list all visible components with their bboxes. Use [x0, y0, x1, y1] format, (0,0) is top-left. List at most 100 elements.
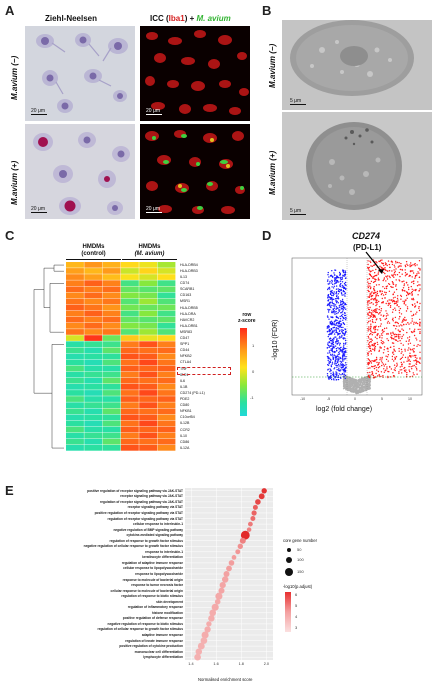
volcano-point-down: [344, 337, 346, 340]
go-term-label: lymphocyte differentiation: [143, 655, 183, 660]
volcano-point-up: [398, 312, 401, 314]
volcano-point-up: [374, 321, 376, 324]
volcano-point-up: [404, 350, 406, 352]
gene-label: IL12A: [180, 445, 190, 450]
volcano-point-down: [339, 300, 342, 302]
volcano-point-down: [342, 329, 345, 332]
volcano-point-up: [411, 375, 414, 377]
volcano-point-down: [339, 349, 342, 351]
volcano-point-down: [335, 363, 337, 365]
heatmap-cell: [120, 420, 139, 427]
volcano-point-down: [330, 274, 332, 277]
volcano-point-down: [332, 373, 335, 375]
volcano-point-up: [390, 336, 392, 338]
heatmap-cell: [120, 353, 139, 360]
volcano-point-up: [367, 312, 369, 315]
volcano-point-up: [378, 349, 381, 351]
volcano-point-up: [388, 263, 391, 266]
volcano-point-up: [407, 337, 409, 339]
volcano-point-up: [387, 320, 389, 323]
volcano-point-up: [381, 343, 384, 345]
volcano-point-ns: [353, 387, 355, 389]
volcano-point-up: [418, 307, 420, 309]
go-term-label: response to molecule of bacterial origin: [122, 577, 183, 582]
size-legend-dot: [287, 548, 291, 552]
volcano-ylabel: -log10 (FDR): [272, 319, 279, 360]
heatmap-cell: [120, 402, 139, 408]
volcano-point-up: [368, 266, 370, 269]
volcano-point-down: [328, 318, 330, 320]
go-term-label: cytokine-mediated signaling pathway: [126, 533, 183, 538]
volcano-point-down: [327, 288, 329, 291]
volcano-point-up: [413, 321, 415, 323]
volcano-point-down: [339, 306, 341, 309]
heatmap-cell: [102, 438, 121, 445]
volcano-point-up: [385, 333, 388, 335]
volcano-point-ns: [345, 379, 347, 381]
volcano-point-up: [401, 289, 404, 291]
volcano-point-up: [370, 341, 372, 343]
volcano-point-down: [332, 358, 334, 361]
go-term-label: keratinocyte differentiation: [142, 555, 183, 560]
volcano-point-up: [417, 281, 419, 283]
heatmap-cell: [139, 274, 158, 280]
volcano-point-up: [398, 325, 400, 327]
volcano-point-up: [368, 359, 370, 361]
volcano-point-ns: [365, 378, 367, 380]
volcano-point-up: [374, 365, 376, 367]
volcano-point-up: [373, 287, 375, 290]
volcano-point-ns: [360, 385, 362, 387]
volcano-point-up: [413, 364, 415, 367]
volcano-point-up: [381, 259, 383, 261]
volcano-point-down: [340, 336, 343, 338]
volcano-point-up: [393, 264, 395, 266]
color-legend-bar: [285, 592, 291, 632]
heatmap-cell: [157, 377, 176, 384]
volcano-point-up: [379, 359, 381, 361]
volcano-point-down: [337, 363, 340, 366]
volcano-point-up: [390, 368, 393, 370]
volcano-point-up: [368, 308, 371, 311]
heatmap-cell: [157, 402, 176, 408]
volcano-point-down: [337, 296, 339, 298]
volcano-point-ns: [343, 378, 345, 380]
heatmap-cell: [102, 292, 121, 299]
volcano-point-down: [331, 342, 334, 345]
volcano-point-down: [334, 355, 336, 357]
heatmap-cell: [66, 353, 84, 360]
volcano-point-down: [327, 311, 330, 313]
gene-label: CD86: [180, 439, 190, 444]
icc-title-mid: ) +: [184, 14, 197, 23]
volcano-point-down: [336, 279, 339, 282]
volcano-point-up: [379, 259, 382, 262]
volcano-point-up: [408, 363, 410, 365]
go-term-dot: [201, 631, 209, 639]
volcano-point-up: [397, 266, 399, 268]
volcano-point-down: [329, 301, 331, 303]
gene-label: TNF: [180, 366, 187, 371]
volcano-point-down: [331, 300, 333, 302]
go-term-dot: [209, 609, 217, 617]
volcano-point-up: [367, 361, 369, 364]
heatmap-cell: [139, 432, 158, 439]
volcano-point-up: [411, 318, 413, 320]
volcano-point-down: [339, 278, 342, 280]
volcano-point-up: [404, 319, 406, 322]
volcano-point-up: [395, 260, 397, 263]
gene-label: SPP1: [180, 342, 190, 347]
volcano-point-down: [345, 284, 347, 287]
volcano-point-down: [339, 342, 341, 345]
volcano-point-up: [375, 268, 377, 271]
volcano-point-down: [341, 315, 343, 318]
volcano-point-up: [369, 338, 371, 340]
volcano-point-up: [371, 371, 373, 373]
volcano-point-up: [374, 345, 377, 348]
heatmap-cell: [84, 341, 103, 347]
volcano-point-down: [338, 305, 340, 307]
volcano-point-down: [341, 359, 344, 361]
volcano-point-up: [389, 276, 391, 279]
zscore-tick: 0: [252, 369, 255, 374]
volcano-point-up: [388, 270, 391, 272]
volcano-point-up: [379, 265, 381, 267]
tem-image-uninfected: 5 μm: [282, 20, 432, 110]
